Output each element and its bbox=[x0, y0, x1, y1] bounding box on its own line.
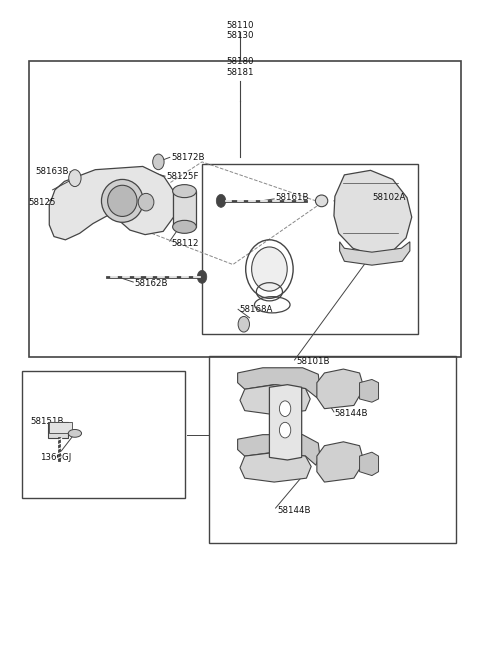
Circle shape bbox=[153, 154, 164, 170]
Polygon shape bbox=[240, 384, 310, 415]
Polygon shape bbox=[238, 435, 320, 465]
Text: 58125: 58125 bbox=[29, 198, 56, 207]
Bar bbox=[29, 61, 461, 357]
Circle shape bbox=[238, 316, 250, 332]
Text: 58161B: 58161B bbox=[276, 193, 309, 202]
Polygon shape bbox=[173, 191, 196, 227]
Text: 58125F: 58125F bbox=[167, 172, 199, 181]
Text: 58180: 58180 bbox=[226, 57, 254, 66]
Circle shape bbox=[279, 422, 291, 438]
Circle shape bbox=[216, 195, 226, 208]
Polygon shape bbox=[49, 166, 174, 240]
Ellipse shape bbox=[108, 185, 137, 216]
Text: 58101B: 58101B bbox=[296, 358, 329, 366]
Bar bbox=[22, 371, 185, 498]
Text: 58162B: 58162B bbox=[135, 279, 168, 288]
Polygon shape bbox=[334, 170, 412, 255]
Text: 58112: 58112 bbox=[171, 238, 199, 248]
Text: 58163B: 58163B bbox=[35, 167, 69, 176]
Text: 58144B: 58144B bbox=[335, 409, 368, 418]
Polygon shape bbox=[269, 384, 301, 460]
Polygon shape bbox=[317, 442, 362, 482]
Text: 1360GJ: 1360GJ bbox=[40, 453, 71, 462]
Ellipse shape bbox=[173, 220, 196, 233]
Polygon shape bbox=[360, 379, 379, 402]
Polygon shape bbox=[340, 242, 410, 265]
Bar bbox=[48, 422, 68, 438]
Text: 58130: 58130 bbox=[226, 31, 254, 41]
Text: 58181: 58181 bbox=[226, 68, 254, 77]
Bar bbox=[49, 422, 72, 433]
Polygon shape bbox=[238, 367, 320, 398]
Polygon shape bbox=[240, 452, 311, 482]
Ellipse shape bbox=[315, 195, 328, 207]
Text: 58151B: 58151B bbox=[30, 417, 64, 426]
Text: 58168A: 58168A bbox=[239, 305, 273, 314]
Ellipse shape bbox=[252, 247, 287, 291]
Text: 58144B: 58144B bbox=[277, 506, 311, 515]
Text: 58102A: 58102A bbox=[372, 193, 405, 202]
Ellipse shape bbox=[101, 179, 143, 222]
Bar bbox=[209, 356, 456, 543]
Circle shape bbox=[197, 271, 207, 284]
Text: 58110: 58110 bbox=[226, 21, 254, 30]
Ellipse shape bbox=[138, 193, 154, 211]
Polygon shape bbox=[360, 452, 379, 476]
Circle shape bbox=[279, 401, 291, 417]
Circle shape bbox=[69, 170, 81, 187]
Ellipse shape bbox=[68, 430, 82, 438]
Text: 58172B: 58172B bbox=[171, 153, 204, 162]
Bar bbox=[202, 164, 418, 334]
Ellipse shape bbox=[173, 185, 196, 198]
Polygon shape bbox=[317, 369, 362, 409]
